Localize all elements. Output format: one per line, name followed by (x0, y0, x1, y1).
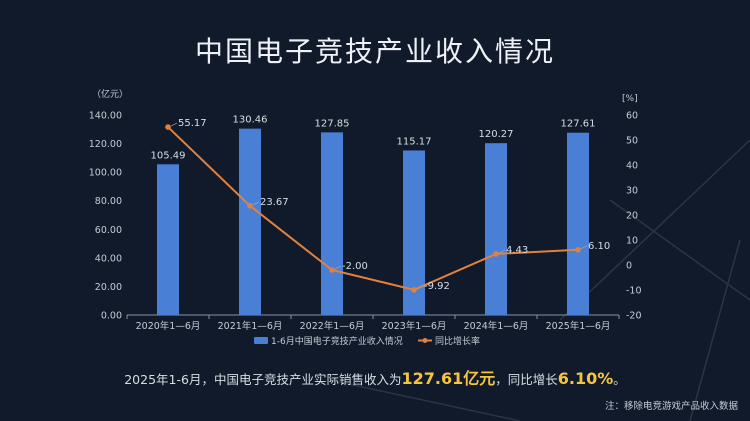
right-tick-label: 50 (626, 136, 638, 147)
right-tick-label: 40 (626, 161, 638, 172)
x-tick-label: 2022年1—6月 (300, 320, 365, 332)
summary-prefix: 2025年1-6月，中国电子竞技产业实际销售收入为 (124, 372, 402, 387)
bar-data-label: 120.27 (479, 129, 514, 140)
right-tick-label: 20 (626, 211, 638, 222)
summary-mid: ，同比增长 (495, 372, 558, 387)
right-tick-label: 10 (626, 236, 638, 247)
bar (485, 143, 507, 315)
left-tick-label: 120.00 (89, 139, 122, 150)
bar-data-label: 127.85 (315, 118, 350, 129)
summary-text: 2025年1-6月，中国电子竞技产业实际销售收入为127.61亿元，同比增长6.… (0, 365, 750, 389)
bar (403, 150, 425, 315)
right-tick-label: 30 (626, 186, 638, 197)
growth-data-label: 23.67 (260, 197, 289, 208)
left-tick-label: 80.00 (95, 196, 122, 207)
growth-data-label: 6.10 (588, 241, 610, 252)
bar (567, 132, 589, 315)
label-leader (334, 265, 342, 270)
legend-line-label: 同比增长率 (435, 335, 480, 347)
growth-point (165, 124, 171, 130)
bar-data-label: 127.61 (561, 119, 596, 130)
left-tick-label: 0.00 (101, 311, 122, 322)
left-tick-label: 20.00 (95, 282, 122, 293)
growth-point (493, 251, 499, 257)
x-tick-label: 2021年1—6月 (218, 320, 283, 332)
right-tick-label: -10 (626, 286, 642, 297)
x-tick-label: 2024年1—6月 (464, 320, 529, 332)
growth-data-label: -2.00 (342, 261, 368, 272)
right-tick-label: 0 (626, 261, 632, 272)
legend-bar-label: 1-6月中国电子竞技产业收入情况 (271, 335, 403, 347)
summary-suffix: 。 (613, 372, 626, 387)
right-axis-unit: [%] (622, 94, 638, 104)
summary-growth: 6.10% (557, 369, 614, 388)
right-tick-label: -20 (626, 311, 642, 322)
left-axis-unit: （亿元） (92, 88, 128, 100)
chart-title: 中国电子竞技产业收入情况 (194, 35, 555, 68)
label-leader (580, 245, 588, 250)
label-leader (498, 249, 506, 254)
growth-point (247, 203, 253, 209)
bar (239, 128, 261, 315)
x-tick-label: 2020年1—6月 (136, 320, 201, 332)
bar (321, 132, 343, 315)
bar (157, 164, 179, 315)
right-tick-label: 60 (626, 111, 638, 122)
bar-data-label: 130.46 (233, 115, 268, 126)
left-tick-label: 100.00 (89, 168, 122, 179)
bar-data-label: 105.49 (151, 150, 186, 161)
label-leader (170, 122, 178, 127)
x-tick-label: 2025年1—6月 (546, 320, 611, 332)
growth-data-label: 4.43 (506, 245, 528, 256)
left-tick-label: 60.00 (95, 225, 122, 236)
left-tick-label: 40.00 (95, 253, 122, 264)
legend-line-marker (422, 338, 428, 343)
growth-data-label: 55.17 (178, 118, 207, 129)
growth-line (167, 126, 579, 291)
growth-point (329, 267, 335, 273)
x-tick-label: 2023年1—6月 (382, 320, 447, 332)
growth-point (575, 246, 581, 253)
footnote: 注：移除电竞游戏产品收入数据 (604, 401, 738, 412)
growth-point (411, 287, 417, 293)
bar-data-label: 115.17 (397, 136, 432, 147)
legend-bar-swatch (254, 337, 268, 344)
left-tick-label: 140.00 (89, 111, 122, 122)
summary-revenue: 127.61亿元 (401, 369, 496, 388)
label-leader (416, 285, 424, 290)
label-leader (252, 201, 260, 206)
growth-data-label: -9.92 (424, 281, 450, 292)
